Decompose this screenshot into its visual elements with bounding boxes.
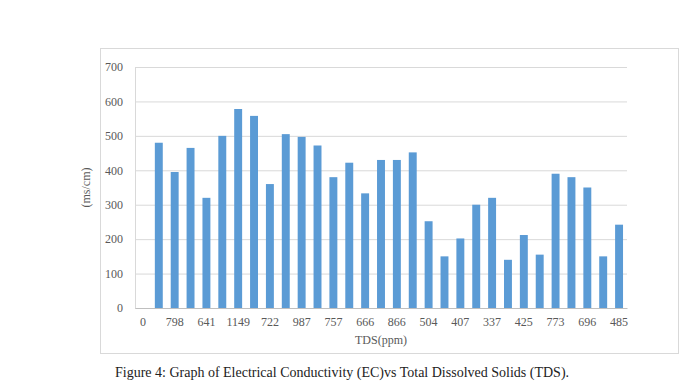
x-tick-label: 407: [451, 315, 469, 329]
x-tick: 0: [140, 308, 146, 329]
bar: [488, 198, 496, 308]
x-tick: 641: [197, 308, 215, 329]
x-tick: 504: [420, 308, 438, 329]
bar: [314, 145, 322, 308]
bar: [583, 188, 591, 309]
x-tick: 337: [483, 308, 501, 329]
y-tick-label: 500: [105, 129, 123, 143]
bar: [298, 137, 306, 308]
grid: [135, 68, 627, 309]
bar: [250, 116, 258, 308]
y-tick: 100: [105, 267, 135, 281]
x-tick: 696: [578, 308, 596, 329]
y-axis-title: (ms/cm): [79, 168, 93, 208]
x-tick-label: 666: [356, 315, 374, 329]
y-tick: 700: [105, 60, 135, 74]
y-tick-label: 0: [117, 301, 123, 315]
bar: [171, 172, 179, 308]
x-tick: 485: [610, 308, 628, 329]
x-tick-label: 641: [197, 315, 215, 329]
grid-line: [135, 308, 627, 309]
bar: [536, 255, 544, 308]
y-tick-label: 300: [105, 198, 123, 212]
x-tick: 798: [166, 308, 184, 329]
bar: [393, 160, 401, 308]
x-tick: 773: [547, 308, 565, 329]
x-axis-title: TDS(ppm): [355, 333, 407, 347]
y-tick-label: 200: [105, 232, 123, 246]
bar: [552, 174, 560, 308]
y-tick-label: 600: [105, 95, 123, 109]
bar: [234, 109, 242, 308]
bar: [361, 193, 369, 308]
y-tick: 200: [105, 232, 135, 246]
grid-line: [135, 136, 627, 137]
bar: [202, 198, 210, 308]
bar: [567, 177, 575, 308]
bar: [425, 221, 433, 308]
bar: [329, 177, 337, 308]
x-tick: 722: [261, 308, 279, 329]
bar: [139, 308, 147, 309]
x-tick-label: 722: [261, 315, 279, 329]
x-tick-label: 425: [515, 315, 533, 329]
x-tick: 666: [356, 308, 374, 329]
x-tick-label: 773: [547, 315, 565, 329]
x-tick-label: 696: [578, 315, 596, 329]
bar: [615, 225, 623, 308]
y-tick-label: 400: [105, 164, 123, 178]
y-axis: 0 100 200 300 400 500 600 700: [105, 60, 136, 315]
x-tick-label: 757: [324, 315, 342, 329]
bar: [155, 143, 163, 308]
x-tick-label: 1149: [226, 315, 250, 329]
bar: [218, 136, 226, 308]
chart-frame: [101, 49, 679, 354]
bar: [282, 134, 290, 308]
y-tick: 600: [105, 95, 135, 109]
y-tick: 400: [105, 164, 135, 178]
bar: [345, 163, 353, 308]
y-axis-line: [135, 68, 136, 309]
x-tick: 407: [451, 308, 469, 329]
x-tick-label: 485: [610, 315, 628, 329]
bar: [266, 184, 274, 308]
grid-line: [135, 101, 627, 102]
x-tick: 1149: [226, 308, 250, 329]
x-axis-line: [136, 308, 628, 309]
grid-line: [135, 67, 627, 68]
bar: [441, 256, 449, 308]
x-tick-label: 798: [166, 315, 184, 329]
bar: [504, 260, 512, 308]
x-tick-label: 987: [293, 315, 311, 329]
y-tick: 500: [105, 129, 135, 143]
x-tick-label: 337: [483, 315, 501, 329]
x-axis: 0 798 641 1149 722 987 757 666 866 504 407 337 425 77…: [136, 308, 629, 329]
bar: [377, 160, 385, 308]
x-tick: 425: [515, 308, 533, 329]
bar: [409, 152, 417, 308]
y-tick: 0: [117, 301, 135, 315]
bar: [456, 238, 464, 308]
x-tick-label: 0: [140, 315, 146, 329]
chart: 0 100 200 300 400 500 600 700 0 798 641 1149 722 987 7…: [0, 0, 684, 392]
bar: [520, 235, 528, 308]
bars: [155, 109, 623, 308]
bar: [599, 256, 607, 308]
y-tick: 300: [105, 198, 135, 212]
x-tick-label: 504: [420, 315, 438, 329]
title: Figure 4: Graph of Electrical Conductivi…: [115, 365, 569, 381]
bar: [187, 148, 195, 308]
y-tick-label: 700: [105, 60, 123, 74]
y-tick-label: 100: [105, 267, 123, 281]
x-tick: 866: [388, 308, 406, 329]
bar: [472, 205, 480, 308]
x-tick: 987: [293, 308, 311, 329]
x-tick-label: 866: [388, 315, 406, 329]
x-tick: 757: [324, 308, 342, 329]
